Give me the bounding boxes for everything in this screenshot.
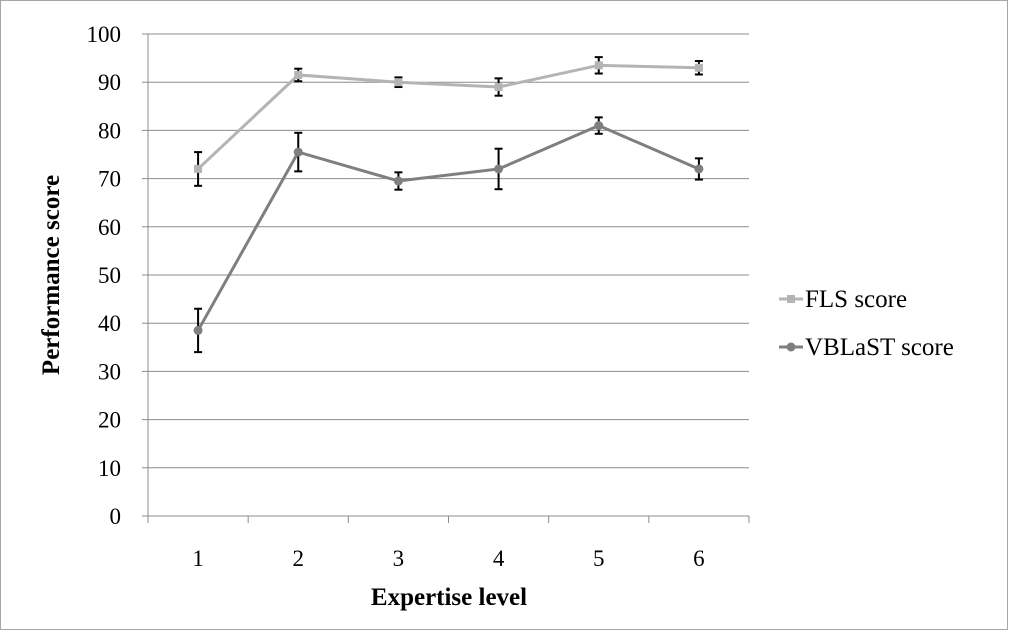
x-tick-label: 1	[192, 546, 204, 571]
x-tick-label: 5	[593, 546, 605, 571]
x-axis-title: Expertise level	[371, 584, 527, 611]
series-line	[196, 123, 700, 332]
y-tick-label: 30	[98, 359, 121, 384]
x-tick-label: 6	[693, 546, 705, 571]
data-point	[494, 83, 503, 92]
x-tick-label: 4	[493, 546, 505, 571]
y-tick-label: 50	[98, 263, 121, 288]
data-point	[594, 121, 604, 131]
legend-marker	[786, 342, 796, 352]
data-point	[694, 164, 704, 174]
legend-label: VBLaST score	[805, 334, 954, 361]
legend-marker	[787, 295, 795, 303]
y-axis-title: Performance score	[38, 175, 65, 375]
data-point	[694, 63, 703, 72]
y-tick-label: 60	[98, 215, 121, 240]
y-tick-label: 20	[98, 408, 121, 433]
data-point	[294, 70, 303, 79]
series-line	[197, 63, 699, 171]
data-point	[394, 78, 403, 87]
series-fls-score	[194, 56, 703, 187]
axes: 0 10 20 30 40 50 60 70 80 90 100 1 2 3 4 5 6	[87, 22, 750, 571]
legend-item: VBLaST score	[779, 334, 954, 361]
data-point	[494, 164, 504, 174]
x-tick-label: 2	[293, 546, 305, 571]
y-tick-label: 70	[98, 167, 121, 192]
x-tick-label: 3	[393, 546, 405, 571]
y-tick-label: 40	[98, 311, 121, 336]
data-point	[194, 164, 203, 173]
series-layer	[193, 56, 704, 354]
gridlines	[148, 33, 749, 469]
series-vblast-score	[193, 116, 704, 354]
legend-item: FLS score	[779, 286, 907, 313]
y-tick-label: 80	[98, 118, 121, 143]
y-tick-label: 10	[98, 456, 121, 481]
data-point	[393, 176, 403, 186]
data-point	[293, 147, 303, 157]
legend: FLS score VBLaST score	[779, 286, 954, 361]
y-tick-label: 0	[110, 504, 122, 529]
y-tick-label: 100	[87, 22, 122, 47]
legend-label: FLS score	[805, 286, 907, 313]
data-point	[594, 61, 603, 70]
y-tick-label: 90	[98, 70, 121, 95]
data-point	[193, 325, 203, 335]
